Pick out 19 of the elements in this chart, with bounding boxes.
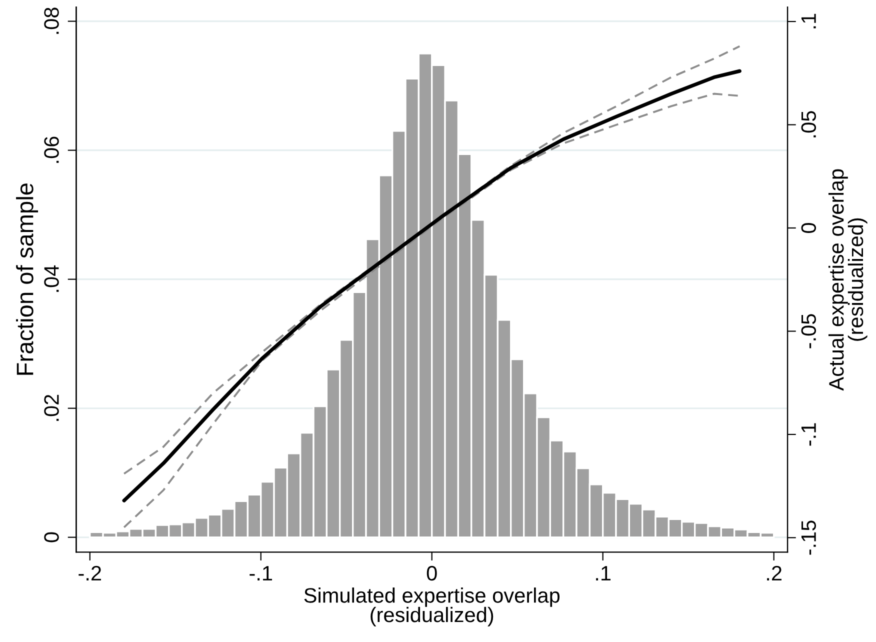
- x-tick-label: .2: [767, 566, 782, 580]
- y2-tick-label: -.1: [801, 423, 816, 446]
- y2-tick-label: -.05: [801, 314, 816, 348]
- x-tick-label: -.2: [78, 566, 101, 580]
- y-tick-label: .04: [44, 265, 59, 292]
- y-tick-label: .02: [44, 394, 59, 421]
- y-tick-label: 0: [44, 532, 59, 542]
- y2-tick-label: 0: [801, 222, 816, 233]
- x-tick-label: 0: [426, 566, 437, 581]
- y2-axis-title: Actual expertise overlap (residualized): [828, 169, 868, 391]
- x-axis-title: Simulated expertise overlap (residualized): [304, 588, 560, 626]
- y2-tick-label: .05: [801, 111, 816, 138]
- y2-tick-label: .1: [801, 14, 816, 28]
- y-tick-label: .06: [44, 136, 59, 163]
- x-tick-label: -.1: [250, 566, 272, 580]
- x-tick-label: .1: [596, 566, 611, 580]
- y2-tick-label: -.15: [801, 520, 816, 555]
- y-axis-title: Fraction of sample: [16, 184, 38, 375]
- y-tick-label: .08: [44, 8, 59, 34]
